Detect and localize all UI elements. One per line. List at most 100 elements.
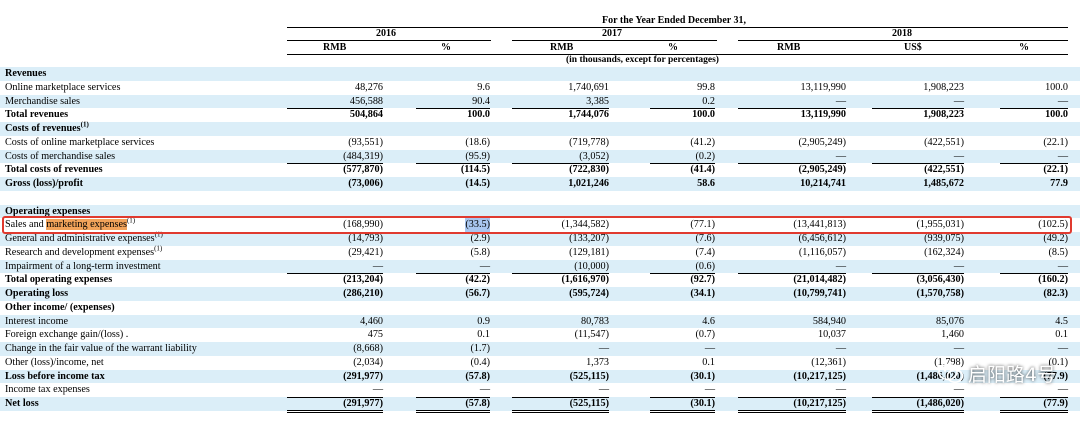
table-row: Other (loss)/income, net (2,034) (0.4) 1,37… (0, 356, 1080, 370)
value-cell: — (835, 343, 846, 354)
value-cell: 0.2 (702, 95, 715, 107)
year-2017: 2017 (602, 28, 622, 39)
value-cell: 1,744,076 (568, 109, 609, 121)
value-cell: 77.9 (1050, 178, 1068, 189)
subtotal-rule (738, 273, 846, 275)
footnote-marker: (1) (80, 120, 89, 129)
row-label: Sales and marketing expenses(1) (5, 216, 136, 232)
value-cell: 4,460 (360, 315, 383, 327)
table-row: Operating expenses (0, 204, 1080, 219)
row-label: Total costs of revenues (5, 163, 103, 177)
value-cell: (56.7) (465, 288, 490, 299)
row-label-text: Income tax expenses (5, 384, 90, 396)
year-rule-2017 (512, 40, 717, 41)
value-cell: (0.7) (695, 329, 715, 341)
value-cell: 13,119,990 (800, 81, 846, 93)
value-cell: 100.0 (467, 109, 490, 121)
value-cell: — (953, 343, 964, 354)
value-cell: (2,905,249) (798, 136, 846, 148)
row-label-text: Other (loss)/income, net (5, 356, 104, 368)
table-row: Gross (loss)/profit (73,006) (14.5) 1,021,2… (0, 177, 1080, 191)
subtotal-rule (872, 163, 964, 165)
value-cell: (160.2) (1038, 274, 1068, 286)
value-cell: (13,441,813) (793, 219, 846, 231)
row-label-text: Costs of online marketplace services (5, 136, 155, 148)
value-cell: (213,204) (343, 274, 383, 286)
footnote-marker: (1) (154, 244, 163, 253)
row-label-text: Impairment of a long-term investment (5, 260, 161, 272)
subtotal-rule (650, 397, 715, 398)
value-cell: 13,119,990 (800, 109, 846, 121)
value-cell: (2.9) (470, 233, 490, 244)
value-cell: (49.2) (1043, 233, 1068, 244)
value-cell: 100.0 (692, 109, 715, 121)
subtotal-rule (1000, 108, 1068, 110)
income-statement-table: Revenues Online marketplace services 48,27… (0, 67, 1080, 411)
units-note: (in thousands, except for percentages) (566, 55, 719, 65)
year-2018: 2018 (892, 28, 912, 39)
value-cell: 584,940 (812, 315, 846, 327)
subtotal-rule (1000, 409, 1068, 413)
subtotal-rule (738, 163, 846, 165)
value-cell: — (1057, 150, 1068, 162)
value-cell: 1,740,691 (568, 81, 609, 93)
value-cell: (10,217,125) (793, 398, 846, 409)
table-row: Merchandise sales 456,588 90.4 3,385 0.2 — — — (0, 94, 1080, 109)
row-label: Interest income (5, 315, 68, 329)
value-cell: 100.0 (1045, 81, 1068, 93)
value-cell: (22.1) (1043, 164, 1068, 176)
subtotal-rule (650, 273, 715, 275)
value-cell: 0.1 (1055, 329, 1068, 341)
value-cell: (21,014,482) (793, 274, 846, 286)
row-label: Costs of online marketplace services (5, 136, 154, 150)
year-rule-2018 (738, 40, 1068, 41)
value-cell: — (1057, 95, 1068, 107)
watermark-text: 启阳路4号 (967, 364, 1056, 386)
value-cell: — (598, 384, 609, 396)
value-cell: — (835, 95, 846, 107)
value-cell: — (704, 384, 715, 396)
subtotal-rule (738, 397, 846, 398)
year-2016: 2016 (376, 28, 396, 39)
value-cell: 1,485,672 (923, 178, 964, 189)
table-row: General and administrative expenses(1) (1… (0, 230, 1080, 246)
footnote-marker: (1) (126, 216, 136, 225)
row-label-text: Total revenues (5, 109, 69, 121)
footnote-marker: (1) (154, 230, 163, 239)
value-cell: 1,908,223 (923, 81, 964, 93)
table-row: Costs of revenues(1) (0, 120, 1080, 136)
value-cell: (3,052) (579, 150, 609, 162)
value-cell: (0.1) (1048, 356, 1068, 368)
subtotal-rule (1000, 397, 1068, 398)
value-cell: (422,551) (924, 136, 964, 148)
value-cell: (95.9) (465, 150, 490, 162)
value-cell: (93,551) (348, 136, 383, 148)
value-cell: (1,570,758) (916, 288, 964, 299)
value-cell: (162,324) (924, 246, 964, 258)
wechat-icon (938, 363, 964, 383)
row-label: Costs of revenues(1) (5, 120, 89, 136)
row-label: Online marketplace services (5, 81, 120, 95)
value-cell: 58.6 (697, 178, 715, 189)
value-cell: (3,056,430) (916, 274, 964, 286)
value-cell: — (1057, 260, 1068, 272)
row-label: Operating loss (5, 287, 68, 301)
value-cell: 475 (367, 329, 383, 341)
value-cell: (41.2) (690, 136, 715, 148)
value-cell: (2,034) (353, 356, 383, 368)
value-cell: (22.1) (1043, 136, 1068, 148)
row-label: Foreign exchange gain/(loss) . (5, 328, 128, 342)
subtotal-rule (650, 409, 715, 413)
value-cell: (286,210) (343, 288, 383, 299)
value-cell: 100.0 (1045, 109, 1068, 121)
value-cell: 0.1 (702, 356, 715, 368)
value-cell: (484,319) (343, 150, 383, 162)
table-row: Research and development expenses(1) (29,… (0, 244, 1080, 260)
value-cell: — (835, 150, 846, 162)
col-head-usd-2018: US$ (904, 42, 922, 53)
row-label: Gross (loss)/profit (5, 177, 83, 191)
value-cell: (1,344,582) (561, 219, 609, 231)
value-cell: — (953, 260, 964, 272)
value-cell: (82.3) (1043, 288, 1068, 299)
value-cell: (34.1) (690, 288, 715, 299)
